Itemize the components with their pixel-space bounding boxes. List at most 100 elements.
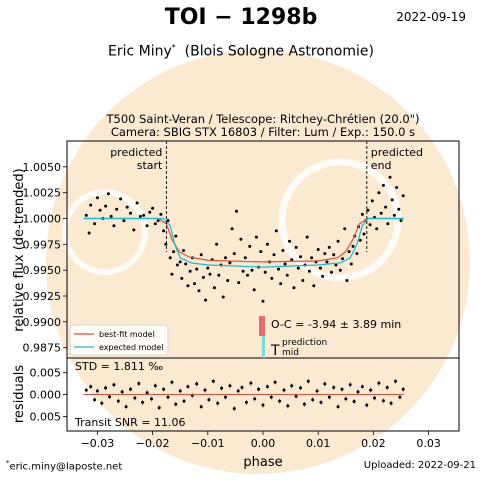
data-point — [270, 276, 274, 280]
data-point — [193, 282, 196, 286]
data-point — [299, 255, 302, 259]
data-point — [321, 274, 325, 278]
residual-point — [290, 384, 294, 388]
observation-setup-line2: Camera: SBIG STX 16803 / Filter: Lum / E… — [110, 125, 416, 139]
data-point — [180, 276, 184, 280]
tmid-superscript: prediction — [282, 338, 327, 348]
residual-point — [356, 390, 360, 394]
residual-point — [323, 382, 327, 386]
data-point — [366, 208, 370, 212]
data-point — [379, 211, 383, 215]
residual-point — [133, 396, 137, 400]
residual-point — [95, 389, 99, 393]
main-y-tick-label: 0.9975 — [23, 238, 62, 251]
data-point — [84, 213, 88, 217]
residual-point — [340, 387, 344, 391]
main-y-tick-label: 1.0050 — [23, 161, 62, 174]
residual-point — [273, 380, 277, 384]
residual-point — [216, 401, 220, 405]
residual-y-tick-label: 0.005 — [30, 367, 62, 380]
predicted-start-label-line2: start — [137, 159, 163, 172]
residual-point — [166, 395, 170, 399]
residual-point — [207, 398, 211, 402]
data-point — [310, 256, 314, 260]
watermark-logo-ring — [278, 158, 402, 282]
data-point — [166, 219, 170, 223]
residual-point — [365, 403, 369, 407]
data-point — [178, 260, 182, 264]
residual-point — [327, 395, 331, 399]
main-y-tick-label: 0.9950 — [23, 264, 62, 277]
residual-y-axis-label: residuals — [12, 365, 27, 424]
data-point — [358, 238, 362, 242]
data-point — [274, 229, 278, 233]
tmid-symbol: T — [270, 343, 280, 359]
data-point — [197, 289, 201, 293]
residual-point — [377, 381, 381, 385]
residual-point — [120, 390, 124, 394]
residual-point — [294, 394, 298, 398]
data-point — [377, 191, 381, 195]
data-point — [243, 256, 247, 260]
data-point — [294, 245, 298, 249]
data-point — [87, 231, 91, 235]
main-y-tick-label: 1.0025 — [23, 187, 62, 200]
data-point — [112, 224, 116, 228]
residual-point — [278, 399, 282, 403]
data-point — [399, 219, 403, 223]
residual-point — [286, 404, 290, 408]
data-point — [156, 219, 160, 223]
observation-date: 2022-09-19 — [396, 10, 466, 24]
data-point — [360, 212, 364, 216]
residual-point — [150, 397, 153, 401]
residual-point — [211, 379, 215, 383]
residual-point — [282, 388, 286, 392]
residual-point — [236, 389, 240, 393]
data-point — [195, 267, 199, 271]
residual-y-tick-label: 0.005 — [30, 411, 62, 424]
residual-y-ticks: 0.005 0.000 0.005 — [30, 367, 67, 424]
data-point — [397, 207, 401, 211]
x-axis-label: phase — [243, 455, 282, 470]
x-tick-label: −0.01 — [191, 437, 225, 450]
data-point — [349, 262, 353, 266]
data-point — [285, 273, 289, 277]
data-point — [186, 284, 190, 288]
data-point — [312, 284, 316, 288]
residual-point — [104, 386, 108, 390]
data-point — [252, 288, 256, 292]
data-point — [89, 203, 93, 207]
residual-point — [129, 387, 132, 391]
residual-point — [174, 402, 178, 406]
residual-point — [360, 385, 364, 389]
main-y-tick-label: 1.0000 — [23, 213, 62, 226]
data-point — [129, 211, 132, 215]
data-point — [301, 279, 305, 282]
data-point — [265, 242, 269, 246]
residual-point — [145, 391, 149, 395]
data-point — [362, 232, 366, 236]
data-point — [259, 250, 263, 254]
residual-point — [240, 386, 244, 389]
data-point — [279, 282, 283, 286]
data-point — [232, 252, 236, 256]
data-point — [254, 235, 258, 239]
data-point — [343, 227, 347, 231]
data-point — [323, 252, 327, 256]
data-point — [277, 267, 280, 271]
main-y-tick-label: 0.9900 — [23, 316, 62, 329]
email-marker: * — [6, 459, 10, 467]
data-point — [305, 235, 309, 239]
data-point — [199, 253, 203, 257]
model-curves — [83, 217, 404, 268]
data-point — [288, 239, 291, 243]
x-tick-label: 0.00 — [251, 437, 276, 450]
residual-point — [89, 385, 93, 389]
data-point — [248, 244, 252, 248]
data-point — [201, 275, 205, 279]
residual-point — [112, 383, 116, 387]
data-point — [168, 256, 172, 260]
residual-point — [108, 395, 111, 399]
main-y-tick-label: 0.9875 — [23, 342, 62, 355]
residual-point — [186, 385, 190, 389]
